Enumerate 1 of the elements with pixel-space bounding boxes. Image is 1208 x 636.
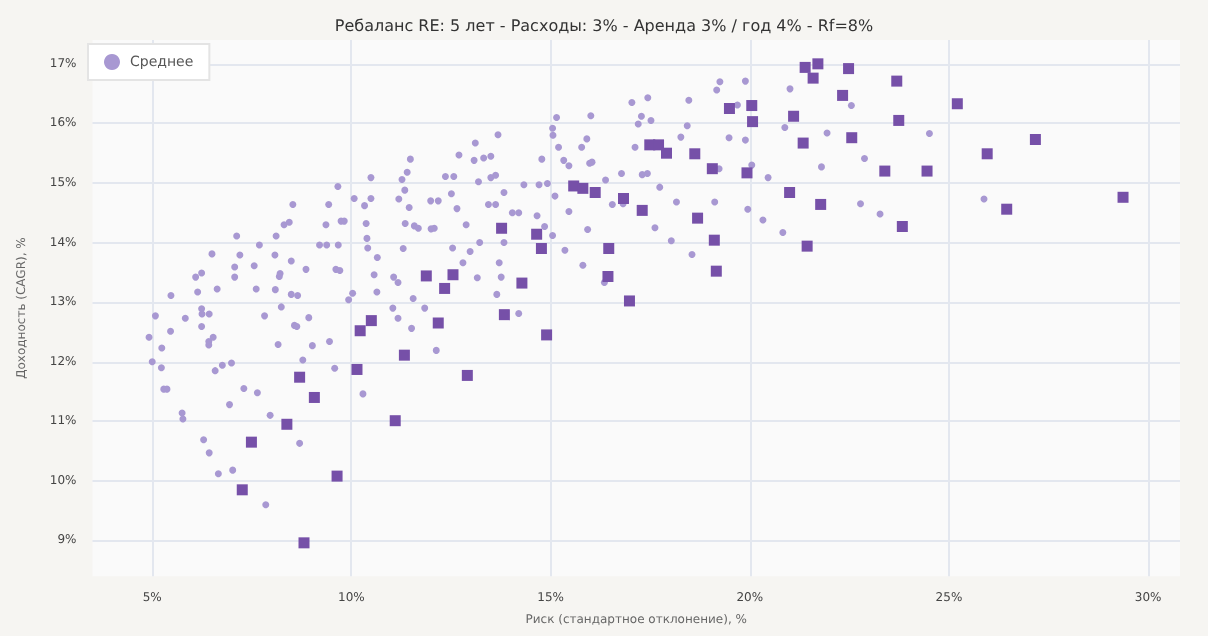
chart-title: Ребаланс RE: 5 лет - Расходы: 3% - Аренда 3% / год 4% - Rf=8% [334, 17, 874, 35]
